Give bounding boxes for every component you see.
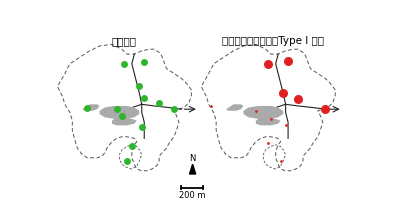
Polygon shape bbox=[100, 106, 139, 119]
Polygon shape bbox=[82, 104, 100, 111]
Polygon shape bbox=[112, 117, 137, 125]
Text: ドジョウの近縁種（Type I 種）: ドジョウの近縁種（Type I 種） bbox=[222, 36, 324, 46]
Text: N: N bbox=[190, 154, 196, 163]
Polygon shape bbox=[190, 164, 196, 174]
Polygon shape bbox=[226, 104, 244, 111]
Polygon shape bbox=[256, 117, 281, 125]
Polygon shape bbox=[244, 106, 283, 119]
Text: ドジョウ: ドジョウ bbox=[112, 36, 137, 46]
Text: 200 m: 200 m bbox=[179, 191, 205, 200]
